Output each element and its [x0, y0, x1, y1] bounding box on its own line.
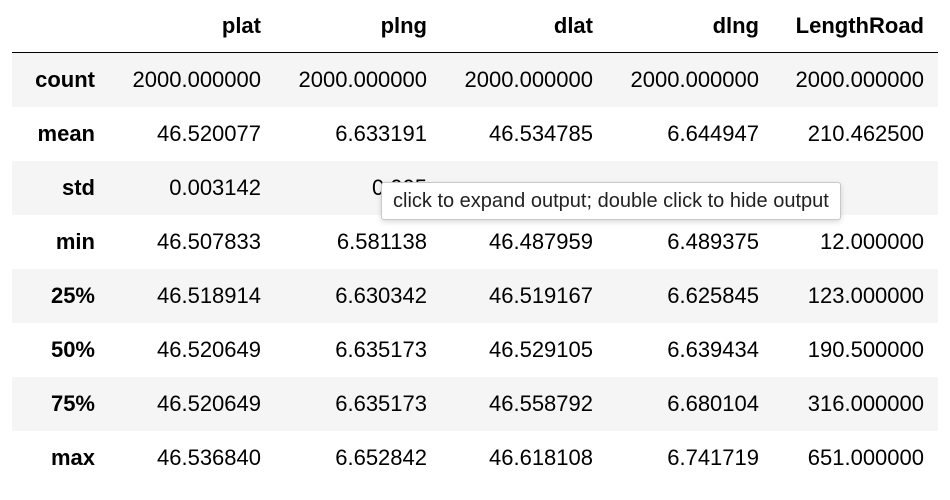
table-cell: 46.534785: [489, 120, 593, 146]
column-header-plat: plat: [109, 0, 275, 53]
table-row: min 46.507833 6.581138 46.487959 6.48937…: [12, 215, 938, 269]
table-cell: 46.558792: [489, 390, 593, 416]
table-cell: 6.644947: [667, 120, 759, 146]
table-cell: 46.529105: [489, 336, 593, 362]
table-cell: 46.519167: [489, 282, 593, 308]
expand-output-tooltip: click to expand output; double click to …: [381, 182, 841, 220]
row-label: count: [35, 66, 95, 92]
table-cell: 6.625845: [667, 282, 759, 308]
table-cell: 123.000000: [807, 282, 924, 308]
dataframe-output[interactable]: plat plng dlat dlng LengthRoad count 200…: [12, 0, 938, 485]
table-cell: 12.000000: [820, 228, 924, 254]
table-cell: 46.518914: [157, 282, 261, 308]
table-cell: 46.618108: [489, 444, 593, 470]
table-cell: 6.652842: [335, 444, 427, 470]
table-row: 25% 46.518914 6.630342 46.519167 6.62584…: [12, 268, 938, 323]
table-row: max 46.536840 6.652842 46.618108 6.74171…: [12, 431, 938, 485]
row-label: 50%: [50, 336, 95, 362]
table-cell: 651.000000: [807, 444, 924, 470]
table-cell: 46.520077: [157, 120, 261, 146]
table-cell: 2000.000000: [298, 66, 427, 92]
table-row: 50% 46.520649 6.635173 46.529105 6.63943…: [12, 323, 938, 377]
table-cell: 6.581138: [336, 228, 427, 254]
table-row: 75% 46.520649 6.635173 46.558792 6.68010…: [12, 376, 938, 431]
row-label: std: [62, 174, 95, 200]
table-cell: 46.487959: [489, 228, 593, 254]
row-label: 25%: [50, 282, 95, 308]
column-header-lengthroad: LengthRoad: [773, 0, 938, 53]
column-header-dlng: dlng: [607, 0, 773, 53]
table-cell: 2000.000000: [464, 66, 593, 92]
table-cell: 210.462500: [807, 120, 924, 146]
table-cell: 46.507833: [157, 228, 261, 254]
table-cell: 316.000000: [807, 390, 924, 416]
row-label: min: [55, 228, 95, 254]
table-cell: 6.633191: [335, 120, 427, 146]
header-row: plat plng dlat dlng LengthRoad: [12, 0, 938, 53]
column-header-dlat: dlat: [441, 0, 607, 53]
table-cell: 46.520649: [157, 336, 261, 362]
table-cell: 46.536840: [157, 444, 261, 470]
table-cell: 6.630342: [335, 282, 427, 308]
table-cell: 6.741719: [667, 444, 759, 470]
row-label: max: [50, 444, 95, 470]
column-header-plng: plng: [275, 0, 441, 53]
table-cell: 46.520649: [157, 390, 261, 416]
table-cell: 6.635173: [335, 390, 427, 416]
table-row: count 2000.000000 2000.000000 2000.00000…: [12, 52, 938, 107]
table-cell: 6.489375: [667, 228, 759, 254]
table-cell: 190.500000: [807, 336, 924, 362]
table-cell: 2000.000000: [795, 66, 924, 92]
table-cell: 6.680104: [667, 390, 759, 416]
table-cell: 2000.000000: [132, 66, 261, 92]
index-header: [12, 0, 109, 53]
table-cell: 6.635173: [335, 336, 427, 362]
row-label: 75%: [50, 390, 95, 416]
table-cell: 2000.000000: [630, 66, 759, 92]
row-label: mean: [37, 120, 95, 146]
table-cell: 0.003142: [169, 174, 261, 200]
table-cell: 6.639434: [667, 336, 759, 362]
describe-table: plat plng dlat dlng LengthRoad count 200…: [12, 0, 938, 485]
table-row: mean 46.520077 6.633191 46.534785 6.6449…: [12, 107, 938, 161]
